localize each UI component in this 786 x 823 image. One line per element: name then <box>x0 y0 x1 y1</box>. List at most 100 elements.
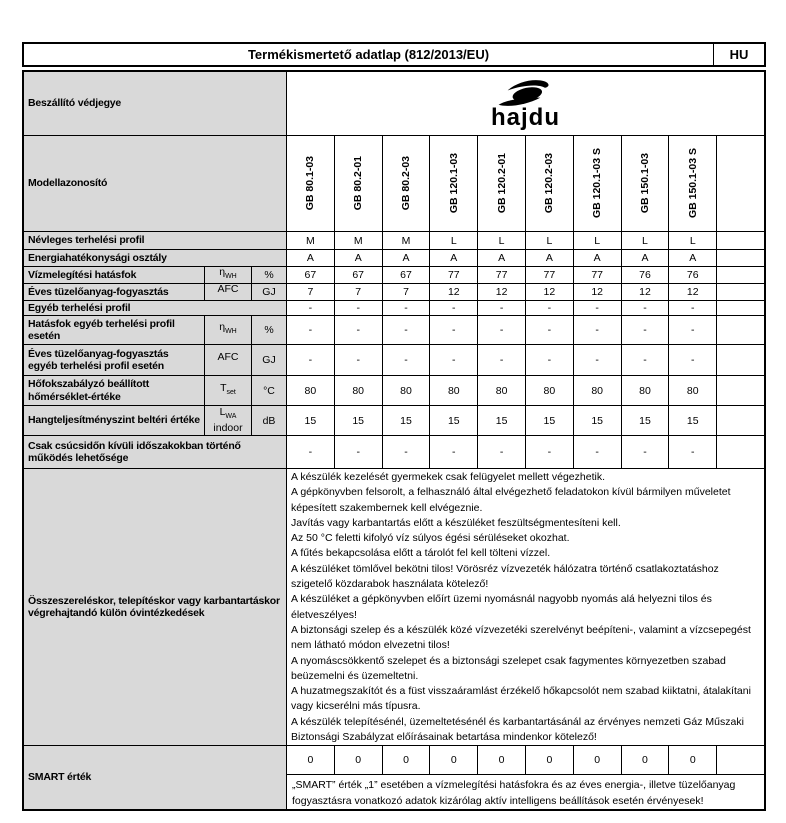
value-cell: 80 <box>574 376 622 405</box>
value-cell: A <box>622 250 670 266</box>
model-name: GB 150.1-03 <box>638 153 651 214</box>
model-name: GB 80.1-03 <box>304 156 317 211</box>
value-cell: 0 <box>430 746 479 774</box>
value-cell: - <box>430 436 479 468</box>
value-cell: - <box>526 436 574 468</box>
value-cell: A <box>287 250 335 266</box>
value-cell: - <box>335 345 383 375</box>
value-cell: - <box>622 301 670 315</box>
supplier-row: Beszállító védjegye hajdu <box>24 72 764 136</box>
unit-cell: GJ <box>252 345 287 375</box>
smart-label: SMART érték <box>24 746 287 809</box>
value-cell: M <box>335 232 383 249</box>
table-row-offpeak: Csak csúcsidőn kívüli időszakokban törté… <box>24 436 764 469</box>
value-cell: - <box>574 345 622 375</box>
value-cell: 15 <box>526 406 574 435</box>
symbol: ηWH <box>219 321 237 336</box>
precaution-line: A készüléket a gépkönyvben előírt üzemi … <box>291 593 712 621</box>
precaution-line: A biztonsági szelep és a készülék közé v… <box>291 623 751 652</box>
symbol-cell: LWA indoor <box>205 406 252 435</box>
model-columns: GB 80.1-03 GB 80.2-01 GB 80.2-03 GB 120.1-0… <box>287 136 764 231</box>
spec-label: Energiahatékonysági osztály <box>24 250 287 266</box>
value-cell: - <box>478 301 526 315</box>
value-cell: - <box>478 316 526 344</box>
value-cell <box>717 267 764 283</box>
spec-values: --------- <box>287 345 764 375</box>
precaution-line: A fűtés bekapcsolása előtt a tárolót fel… <box>291 547 551 560</box>
value-cell: - <box>430 301 479 315</box>
value-cell: 15 <box>383 406 431 435</box>
model-cell: GB 150.1-03 <box>622 136 670 231</box>
spec-label: Egyéb terhelési profil <box>24 301 287 315</box>
value-cell: 15 <box>622 406 670 435</box>
spec-label: Hatásfok egyéb terhelési profil esetén <box>24 316 205 344</box>
value-cell: 0 <box>287 746 335 774</box>
value-cell: A <box>478 250 526 266</box>
value-cell: A <box>669 250 718 266</box>
value-cell: L <box>478 232 526 249</box>
value-cell: - <box>669 316 718 344</box>
value-cell: 15 <box>478 406 526 435</box>
value-cell: - <box>669 345 718 375</box>
value-cell: A <box>574 250 622 266</box>
value-cell: 77 <box>430 267 479 283</box>
value-cell: L <box>526 232 574 249</box>
value-cell: 12 <box>669 284 718 300</box>
table-row-efficiency: Vízmelegítési hatásfok ηWH % 67 67 67 77 77 7… <box>24 267 764 284</box>
supplier-label: Beszállító védjegye <box>24 72 287 135</box>
symbol-cell: ηWH <box>205 267 252 283</box>
value-cell: 15 <box>430 406 479 435</box>
unit-cell: GJ <box>252 284 287 300</box>
value-cell: 12 <box>526 284 574 300</box>
value-cell: 0 <box>335 746 383 774</box>
model-cell <box>717 136 764 231</box>
precaution-line: Javítás vagy karbantartás előtt a készül… <box>291 516 621 529</box>
value-cell: - <box>526 301 574 315</box>
table-row-afc: Éves tüzelőanyag-fogyasztás AFC GJ 7 7 7 12… <box>24 284 764 301</box>
value-cell: 15 <box>574 406 622 435</box>
value-cell: - <box>430 316 479 344</box>
value-cell: - <box>622 316 670 344</box>
model-name: GB 120.2-03 <box>543 153 556 214</box>
value-cell: A <box>383 250 431 266</box>
fiche-table: Beszállító védjegye hajdu Modellazonosít… <box>22 70 766 811</box>
precaution-line: A készülék kezelését gyermekek csak felü… <box>291 471 605 483</box>
value-cell: - <box>622 436 670 468</box>
symbol: AFC <box>217 351 239 364</box>
table-row-sound-level: Hangteljesítményszint beltéri értéke LWA… <box>24 406 764 436</box>
table-row-other-profile: Egyéb terhelési profil --------- <box>24 301 764 316</box>
unit-cell: °C <box>252 376 287 405</box>
value-cell: 0 <box>383 746 431 774</box>
value-cell: 0 <box>669 746 718 774</box>
brand-name: hajdu <box>491 104 560 131</box>
spec-values: --------- <box>287 436 764 468</box>
value-cell: - <box>478 345 526 375</box>
value-cell: 77 <box>574 267 622 283</box>
value-cell <box>717 250 764 266</box>
value-cell: A <box>526 250 574 266</box>
precaution-line: A készüléket tömlővel bekötni tilos! Vör… <box>291 562 719 591</box>
model-cell: GB 80.1-03 <box>287 136 335 231</box>
precautions-row: Összeszereléskor, telepítéskor vagy karb… <box>24 469 764 746</box>
value-cell: 7 <box>287 284 335 300</box>
value-cell: 80 <box>478 376 526 405</box>
value-cell: 12 <box>430 284 479 300</box>
value-cell: 0 <box>574 746 622 774</box>
symbol: AFC <box>217 283 239 296</box>
value-cell: 76 <box>669 267 718 283</box>
value-cell: 0 <box>622 746 670 774</box>
value-cell: - <box>622 345 670 375</box>
value-cell: 12 <box>478 284 526 300</box>
value-cell: 67 <box>383 267 431 283</box>
symbol-cell: AFC <box>205 345 252 375</box>
table-row-other-afc: Éves tüzelőanyag-fogyasztás egyéb terhel… <box>24 345 764 376</box>
value-cell: 7 <box>383 284 431 300</box>
value-cell: - <box>287 316 335 344</box>
model-name: GB 150.1-03 S <box>686 148 699 219</box>
value-cell: 67 <box>335 267 383 283</box>
